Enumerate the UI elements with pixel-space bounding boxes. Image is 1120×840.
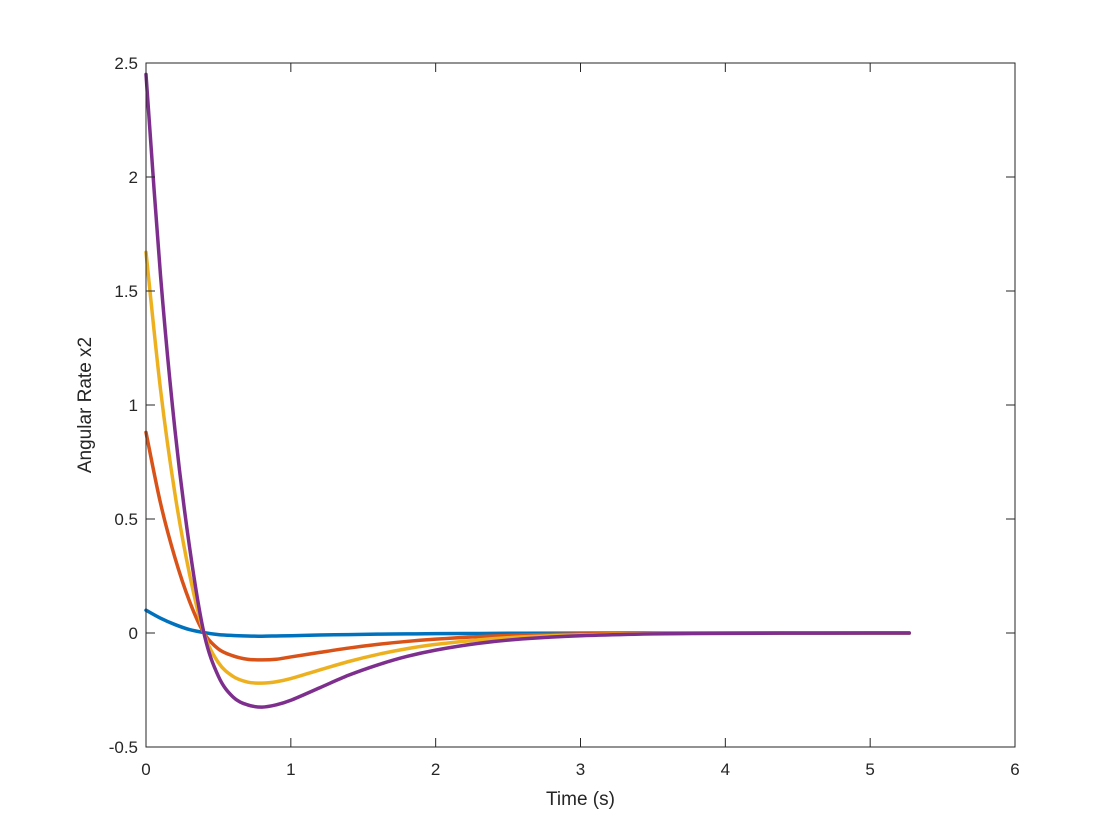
y-tick-label: 1 — [129, 396, 138, 415]
x-axis-label: Time (s) — [546, 789, 615, 810]
x-tick-label: 5 — [865, 760, 874, 779]
x-tick-label: 0 — [141, 760, 150, 779]
y-tick-label: 0.5 — [114, 510, 138, 529]
x-tick-label: 1 — [286, 760, 295, 779]
x-tick-label: 2 — [431, 760, 440, 779]
tick-layer: 0 1 2 3 4 5 6-0.500.511.522.5 — [109, 54, 1020, 779]
series-line-4 — [144, 72, 912, 709]
y-tick-label: 0 — [129, 624, 138, 643]
y-tick-label: 2 — [129, 168, 138, 187]
x-tick-label: 3 — [576, 760, 585, 779]
y-tick-label: 2.5 — [114, 54, 138, 73]
series-layer — [144, 72, 912, 709]
plot-area — [146, 63, 1015, 747]
y-axis-label: Angular Rate x2 — [75, 337, 96, 473]
x-tick-label: 4 — [721, 760, 730, 779]
y-tick-label: -0.5 — [109, 738, 138, 757]
x-tick-label: 6 — [1010, 760, 1019, 779]
y-tick-label: 1.5 — [114, 282, 138, 301]
